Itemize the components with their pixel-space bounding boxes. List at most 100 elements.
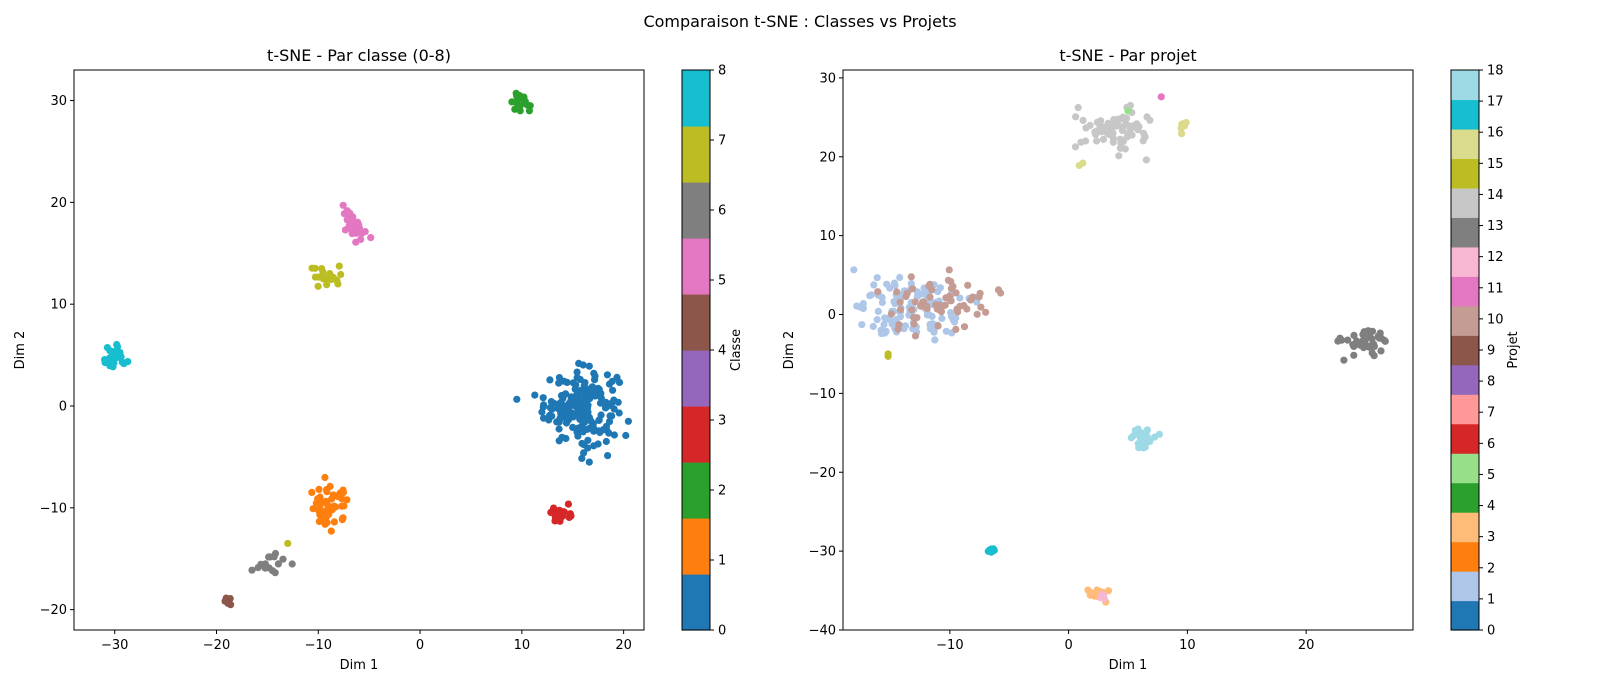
data-point — [115, 351, 123, 359]
data-point — [880, 320, 888, 329]
data-point — [1340, 356, 1348, 364]
data-point — [314, 282, 322, 290]
data-point — [1091, 128, 1099, 136]
data-point — [546, 404, 554, 412]
data-point — [952, 325, 960, 333]
colorbar-segment — [1451, 70, 1479, 101]
chart-projects: t-SNE - Par projet−10 0 10 20−40−30−20−1001… — [782, 46, 1521, 673]
y-tick-label: −20 — [40, 603, 67, 618]
data-point — [327, 503, 335, 511]
colorbar-segment — [1451, 394, 1479, 425]
colorbar-segment — [1451, 335, 1479, 366]
data-point — [1086, 590, 1094, 598]
data-point — [873, 274, 881, 282]
data-point — [911, 298, 919, 306]
x-tick-label: 20 — [615, 638, 632, 653]
colorbar-segment — [1451, 571, 1479, 602]
data-point — [615, 409, 623, 417]
data-point — [327, 527, 335, 535]
data-point — [606, 412, 614, 420]
x-tick-label: −20 — [203, 638, 230, 653]
data-point — [556, 415, 564, 423]
data-point — [274, 560, 282, 568]
data-point — [1093, 137, 1101, 145]
chart-classes: t-SNE - Par classe (0-8)−30 −20 −10 0 10 20−2… — [13, 46, 744, 673]
y-tick-label: −20 — [809, 466, 836, 481]
data-point — [516, 92, 524, 100]
x-tick-label: −10 — [305, 638, 332, 653]
data-point — [896, 306, 905, 314]
colorbar-tick-label: 6 — [1487, 437, 1495, 452]
colorbar-tick-label: 0 — [718, 624, 726, 639]
data-point — [254, 564, 262, 572]
data-point — [569, 379, 577, 387]
data-point — [982, 308, 990, 316]
data-point — [344, 209, 352, 218]
data-point — [909, 285, 917, 293]
data-point — [578, 454, 586, 462]
data-point — [1104, 119, 1112, 127]
data-point — [337, 270, 345, 279]
data-point — [585, 458, 593, 466]
data-point — [315, 485, 323, 493]
colorbar-tick-label: 5 — [1487, 468, 1495, 483]
data-point — [870, 281, 878, 289]
data-point — [1142, 429, 1150, 437]
colorbar-tick-label: 8 — [718, 64, 726, 79]
data-point — [936, 284, 945, 292]
data-point — [338, 516, 346, 524]
data-point — [947, 297, 955, 305]
colorbar-tick-label: 3 — [718, 414, 726, 429]
data-point — [113, 340, 121, 349]
data-point — [1096, 594, 1105, 602]
data-point — [610, 396, 618, 404]
data-point — [585, 362, 593, 370]
data-point — [1110, 121, 1118, 129]
data-point — [340, 502, 348, 510]
data-point — [1118, 137, 1126, 145]
data-point — [562, 434, 570, 443]
data-point — [361, 228, 369, 236]
data-point — [850, 266, 858, 274]
colorbar-segment — [682, 518, 710, 575]
data-point — [947, 284, 956, 292]
data-point — [1134, 429, 1142, 437]
data-point — [573, 374, 581, 382]
data-point — [954, 308, 962, 316]
data-point — [975, 293, 983, 301]
data-point — [1124, 130, 1132, 138]
plot-frame — [73, 69, 645, 631]
data-point — [1079, 116, 1087, 124]
data-point — [835, 318, 842, 325]
data-point — [583, 425, 592, 433]
data-point — [933, 305, 941, 313]
data-point — [1140, 129, 1148, 137]
data-point — [916, 290, 924, 298]
x-tick-label: −30 — [101, 638, 128, 653]
y-tick-label: −30 — [809, 545, 836, 560]
colorbar-segment — [1451, 423, 1479, 454]
data-point — [942, 327, 950, 335]
data-point — [1096, 121, 1104, 129]
colorbar-tick-label: 14 — [1487, 188, 1504, 203]
data-point — [339, 201, 347, 209]
data-point — [227, 601, 235, 609]
y-axis-label: Dim 2 — [13, 331, 28, 370]
colorbar-segment — [682, 70, 710, 127]
data-point — [577, 387, 585, 395]
data-point — [1143, 113, 1151, 121]
colorbar-tick-label: 2 — [718, 484, 726, 499]
data-point — [977, 303, 985, 311]
colorbar-label: Projet — [1506, 331, 1521, 368]
colorbar-tick-label: 16 — [1487, 126, 1504, 141]
data-point — [931, 336, 939, 344]
data-point — [555, 514, 563, 522]
y-tick-label: 0 — [828, 308, 836, 323]
colorbar-segment — [1451, 541, 1479, 572]
data-point — [963, 305, 971, 313]
colorbar-segment — [1451, 453, 1479, 484]
data-point — [571, 385, 579, 393]
data-point — [596, 428, 604, 437]
data-point — [942, 294, 950, 302]
x-tick-label: 0 — [1064, 638, 1072, 653]
